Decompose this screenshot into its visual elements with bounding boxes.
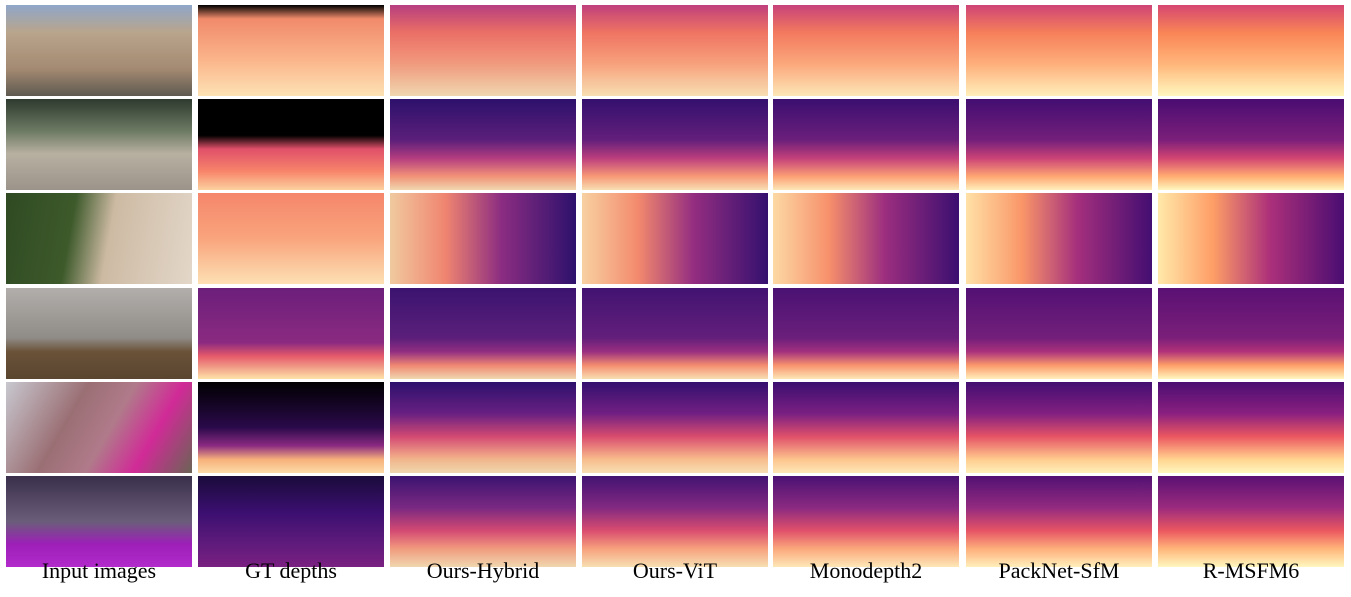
predicted-depth-map [582, 382, 768, 473]
input-image [6, 288, 192, 379]
predicted-depth-map [773, 476, 959, 567]
predicted-depth-map [773, 5, 959, 96]
predicted-depth-map [390, 288, 576, 379]
column-label: Ours-ViT [582, 558, 768, 584]
predicted-depth-map [582, 288, 768, 379]
predicted-depth-map [966, 476, 1152, 567]
column-label: Input images [6, 558, 192, 584]
input-image [6, 5, 192, 96]
gt-depth-map [198, 382, 384, 473]
predicted-depth-map [390, 5, 576, 96]
gt-depth-map [198, 193, 384, 284]
predicted-depth-map [582, 5, 768, 96]
column-label: Monodepth2 [773, 558, 959, 584]
predicted-depth-map [1158, 476, 1344, 567]
gt-depth-map [198, 288, 384, 379]
predicted-depth-map [390, 99, 576, 190]
predicted-depth-map [773, 193, 959, 284]
gt-depth-map [198, 476, 384, 567]
predicted-depth-map [773, 382, 959, 473]
predicted-depth-map [966, 193, 1152, 284]
figure: Input imagesGT depthsOurs-HybridOurs-ViT… [0, 0, 1351, 597]
input-image [6, 193, 192, 284]
gt-depth-map [198, 99, 384, 190]
column-label: GT depths [198, 558, 384, 584]
input-image [6, 99, 192, 190]
predicted-depth-map [390, 382, 576, 473]
predicted-depth-map [390, 193, 576, 284]
predicted-depth-map [966, 99, 1152, 190]
column-label: Ours-Hybrid [390, 558, 576, 584]
predicted-depth-map [582, 193, 768, 284]
column-label: R-MSFM6 [1158, 558, 1344, 584]
gt-depth-map [198, 5, 384, 96]
predicted-depth-map [966, 382, 1152, 473]
predicted-depth-map [1158, 99, 1344, 190]
input-image [6, 476, 192, 567]
predicted-depth-map [390, 476, 576, 567]
predicted-depth-map [1158, 288, 1344, 379]
predicted-depth-map [773, 288, 959, 379]
predicted-depth-map [966, 5, 1152, 96]
column-label: PackNet-SfM [966, 558, 1152, 584]
predicted-depth-map [966, 288, 1152, 379]
predicted-depth-map [1158, 382, 1344, 473]
predicted-depth-map [582, 476, 768, 567]
predicted-depth-map [1158, 193, 1344, 284]
predicted-depth-map [582, 99, 768, 190]
predicted-depth-map [1158, 5, 1344, 96]
predicted-depth-map [773, 99, 959, 190]
input-image [6, 382, 192, 473]
